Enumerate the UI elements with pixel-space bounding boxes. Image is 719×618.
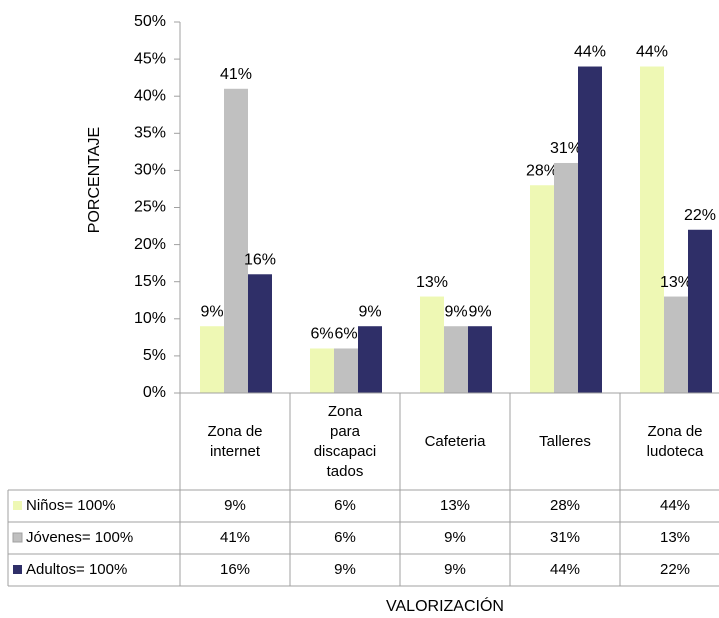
x-tick-label: Zona de internet bbox=[207, 422, 263, 460]
data-label: 6% bbox=[310, 326, 333, 343]
table-cell: 31% bbox=[550, 529, 580, 546]
bar bbox=[554, 162, 578, 393]
legend-label: Adultos= 100% bbox=[26, 561, 127, 578]
table-cell: 9% bbox=[444, 561, 466, 578]
legend-swatch bbox=[13, 565, 22, 574]
x-tick-label: Talleres bbox=[539, 432, 591, 450]
y-tick-label: 35% bbox=[134, 125, 166, 142]
table-cell: 9% bbox=[224, 497, 246, 514]
table-cell: 6% bbox=[334, 529, 356, 546]
y-tick-label: 5% bbox=[143, 347, 166, 364]
x-tick-label: Cafeteria bbox=[424, 432, 486, 450]
bar bbox=[200, 326, 224, 393]
bar bbox=[224, 88, 248, 393]
data-label: 6% bbox=[334, 326, 357, 343]
data-label: 22% bbox=[684, 207, 716, 224]
data-label: 44% bbox=[574, 44, 606, 61]
data-label: 13% bbox=[416, 274, 448, 291]
data-label: 9% bbox=[444, 303, 467, 320]
bar bbox=[358, 326, 382, 393]
y-tick-label: 15% bbox=[134, 273, 166, 290]
legend-label: Jóvenes= 100% bbox=[26, 529, 133, 546]
category-label-box: Zona de internet bbox=[180, 393, 290, 490]
data-label: 13% bbox=[660, 274, 692, 291]
data-label: 41% bbox=[220, 66, 252, 83]
data-label: 9% bbox=[200, 303, 223, 320]
bar bbox=[248, 274, 272, 393]
x-tick-label: Zona para discapacitados bbox=[313, 402, 377, 480]
y-tick-label: 25% bbox=[134, 199, 166, 216]
table-cell: 16% bbox=[220, 561, 250, 578]
bar bbox=[530, 185, 554, 393]
y-tick-label: 30% bbox=[134, 162, 166, 179]
table-cell: 13% bbox=[440, 497, 470, 514]
data-label: 9% bbox=[468, 303, 491, 320]
table-cell: 9% bbox=[334, 561, 356, 578]
legend-label: Niños= 100% bbox=[26, 497, 116, 514]
y-tick-label: 0% bbox=[143, 384, 166, 401]
bar bbox=[334, 348, 358, 393]
data-label: 16% bbox=[244, 251, 276, 268]
table-cell: 44% bbox=[660, 497, 690, 514]
category-label-box: Zona de ludoteca bbox=[620, 393, 719, 490]
y-tick-label: 10% bbox=[134, 310, 166, 327]
y-tick-label: 20% bbox=[134, 236, 166, 253]
bar bbox=[444, 326, 468, 393]
category-cell: Zona de ludoteca bbox=[620, 393, 719, 490]
data-label: 31% bbox=[550, 140, 582, 157]
table-cell: 22% bbox=[660, 561, 690, 578]
bar bbox=[420, 296, 444, 393]
category-cell: Cafeteria bbox=[400, 393, 510, 490]
category-label-box: Zona para discapacitados bbox=[290, 393, 400, 490]
y-tick-label: 50% bbox=[134, 13, 166, 30]
x-axis-title: VALORIZACIÓN bbox=[386, 596, 504, 615]
y-tick-label: 40% bbox=[134, 87, 166, 104]
data-label: 9% bbox=[358, 303, 381, 320]
category-cell: Talleres bbox=[510, 393, 620, 490]
category-cell: Zona de internet bbox=[180, 393, 290, 490]
x-tick-label: Zona de ludoteca bbox=[646, 422, 704, 460]
bar bbox=[310, 348, 334, 393]
bar bbox=[578, 66, 602, 394]
bar bbox=[688, 229, 712, 393]
category-label-box: Cafeteria bbox=[400, 393, 510, 490]
y-axis-title: PORCENTAJE bbox=[86, 127, 103, 233]
bar bbox=[640, 66, 664, 394]
table-cell: 44% bbox=[550, 561, 580, 578]
table-cell: 13% bbox=[660, 529, 690, 546]
data-label: 44% bbox=[636, 44, 668, 61]
table-cell: 28% bbox=[550, 497, 580, 514]
table-cell: 6% bbox=[334, 497, 356, 514]
table-cell: 41% bbox=[220, 529, 250, 546]
category-label-box: Talleres bbox=[510, 393, 620, 490]
data-label: 28% bbox=[526, 162, 558, 179]
bar bbox=[664, 296, 688, 393]
y-tick-label: 45% bbox=[134, 50, 166, 67]
category-cell: Zona para discapacitados bbox=[290, 393, 400, 490]
table-cell: 9% bbox=[444, 529, 466, 546]
legend-swatch bbox=[13, 501, 22, 510]
legend-swatch bbox=[12, 532, 23, 543]
bar bbox=[468, 326, 492, 393]
